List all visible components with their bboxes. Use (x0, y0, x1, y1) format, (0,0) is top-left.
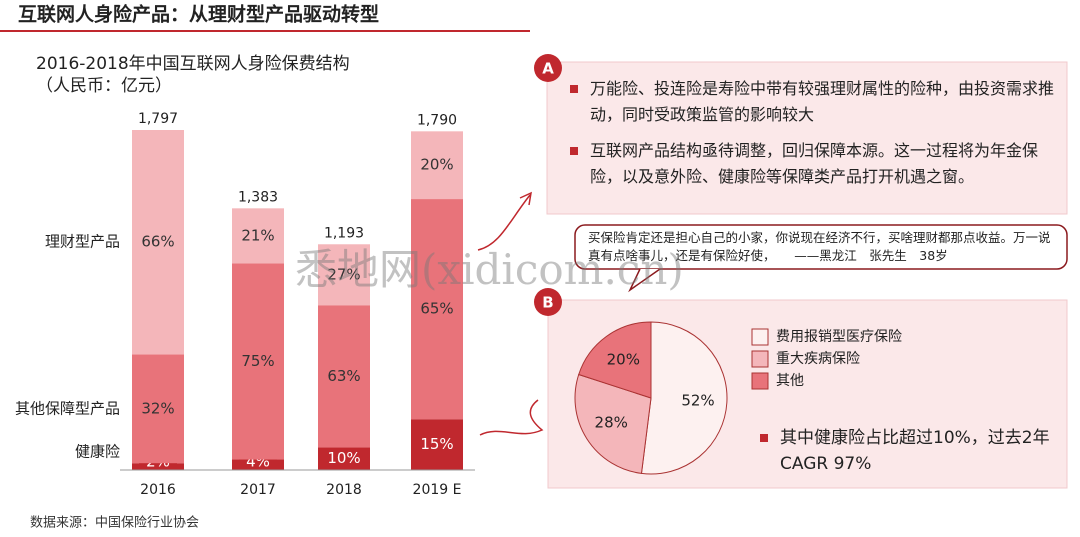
series-label: 其他保障型产品 (15, 399, 120, 417)
pie-slice (574, 373, 652, 474)
legend-swatch (751, 328, 769, 346)
bar-segment (232, 208, 284, 264)
badge-a (534, 54, 562, 82)
total-label: 1,797 (138, 111, 178, 127)
bullet: 互联网产品结构亟待调整，回归保障本源。这一过程将为年金保险，以及意外险、健康险等… (568, 138, 1058, 190)
quote: 买保险肯定还是担心自己的小家，你说现在经济不行，买啥理财都那点收益。万一说真有点… (588, 230, 1051, 263)
pie-slice (640, 321, 728, 475)
x-tick-label: 2016 (140, 482, 176, 498)
total-label: 1,193 (324, 225, 364, 241)
badge-a-label: A (542, 60, 554, 78)
watermark: 悉地网(xidicom.cn) (295, 245, 684, 294)
value-label: 20% (420, 156, 453, 174)
total-label: 1,790 (417, 112, 457, 128)
bullet: 万能险、投连险是寿险中带有较强理财属性的险种，由投资需求推动，同时受政策监管的影… (568, 76, 1058, 128)
pie-slice (578, 321, 652, 399)
value-label: 75% (241, 352, 274, 370)
chart-title: 2016-2018年中国互联网人身险保费结构 (36, 54, 350, 74)
arrow-a (477, 191, 532, 251)
bar-segment (232, 263, 284, 460)
legend-label: 费用报销型医疗保险 (776, 329, 902, 345)
series-label: 健康险 (75, 443, 120, 461)
bar-segment (318, 305, 370, 448)
value-label: 65% (420, 300, 453, 318)
value-label: 32% (141, 399, 174, 417)
value-label: 63% (327, 367, 360, 385)
badge-b (534, 288, 562, 316)
legend-label: 其他 (776, 373, 804, 389)
value-label-bg (325, 450, 363, 467)
series-label: 理财型产品 (45, 233, 120, 251)
panel-a: 万能险、投连险是寿险中带有较强理财属性的险种，由投资需求推动，同时受政策监管的影… (568, 76, 1058, 200)
chart-subtitle: （人民币：亿元） (36, 76, 172, 96)
value-label: 66% (141, 233, 174, 251)
x-tick-label: 2019 E (413, 482, 462, 498)
slide-title: 互联网人身险产品：从理财型产品驱动转型 (18, 3, 379, 26)
panel-a-box (546, 61, 1068, 215)
value-label: 10% (327, 449, 360, 467)
x-tick-label: 2018 (326, 482, 362, 498)
value-label-bg (418, 436, 456, 453)
pie-label: 28% (595, 414, 628, 432)
quote-tail (628, 268, 661, 293)
bar-segment (132, 130, 184, 355)
total-label: 1,383 (238, 189, 278, 205)
x-tick-label: 2017 (240, 482, 276, 498)
badge-b-label: B (542, 294, 553, 312)
bar-segment (318, 244, 370, 306)
bar-segment (411, 199, 463, 420)
value-label: 27% (327, 265, 360, 283)
pie-label: 20% (607, 350, 640, 368)
legend-swatch (751, 372, 769, 390)
value-label: 15% (420, 435, 453, 453)
pie-note: 其中健康险占比超过10%，过去2年CAGR 97% (758, 425, 1080, 477)
legend-label: 重大疾病保险 (776, 351, 860, 367)
quote-box (574, 224, 1068, 270)
arrow-b (479, 399, 544, 436)
value-label: 21% (241, 226, 274, 244)
legend-swatch (751, 350, 769, 368)
source: 数据来源：中国保险行业协会 (30, 516, 199, 531)
bar-segment (411, 131, 463, 200)
bar-segment (132, 354, 184, 464)
pie-label: 52% (681, 391, 714, 409)
